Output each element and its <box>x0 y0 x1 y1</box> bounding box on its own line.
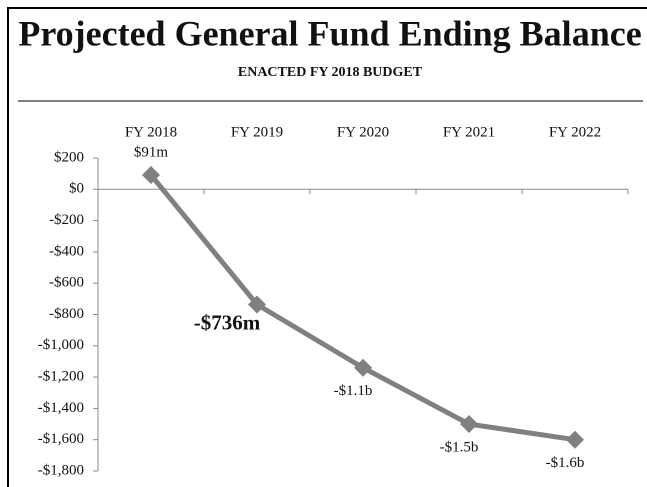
data-label: -$1.6b <box>546 455 585 471</box>
y-tick-label: -$200 <box>49 212 84 228</box>
marker <box>248 295 266 314</box>
y-tick-label: -$800 <box>49 306 84 322</box>
y-tick-label: -$1,200 <box>38 369 84 385</box>
y-tick-label: $200 <box>54 149 84 165</box>
data-label: $91m <box>134 144 169 160</box>
data-label: -$1.5b <box>440 439 479 455</box>
chart-title: Projected General Fund Ending Balance <box>18 13 641 53</box>
y-tick-label: -$1,800 <box>38 462 84 478</box>
y-tick-label: $0 <box>69 181 84 197</box>
y-tick-label: -$400 <box>49 243 84 259</box>
data-label: -$1.1b <box>334 383 373 399</box>
x-tick-label: FY 2020 <box>337 124 389 140</box>
x-tick-label: FY 2022 <box>549 124 601 140</box>
marker <box>566 430 584 449</box>
y-tick-label: -$1,400 <box>38 400 84 416</box>
y-tick-label: -$1,600 <box>38 431 84 447</box>
series-line <box>149 173 576 443</box>
y-tick-label: -$1,000 <box>38 337 84 353</box>
frame <box>7 7 647 487</box>
marker <box>142 166 160 185</box>
y-tick-label: -$600 <box>49 275 84 291</box>
x-tick-label: FY 2019 <box>231 124 283 140</box>
marker <box>460 415 478 434</box>
x-tick-label: FY 2021 <box>443 124 495 140</box>
data-label: -$736m <box>194 310 261 334</box>
chart-subtitle: ENACTED FY 2018 BUDGET <box>238 65 423 80</box>
marker <box>354 358 372 377</box>
x-tick-label: FY 2018 <box>125 124 177 140</box>
